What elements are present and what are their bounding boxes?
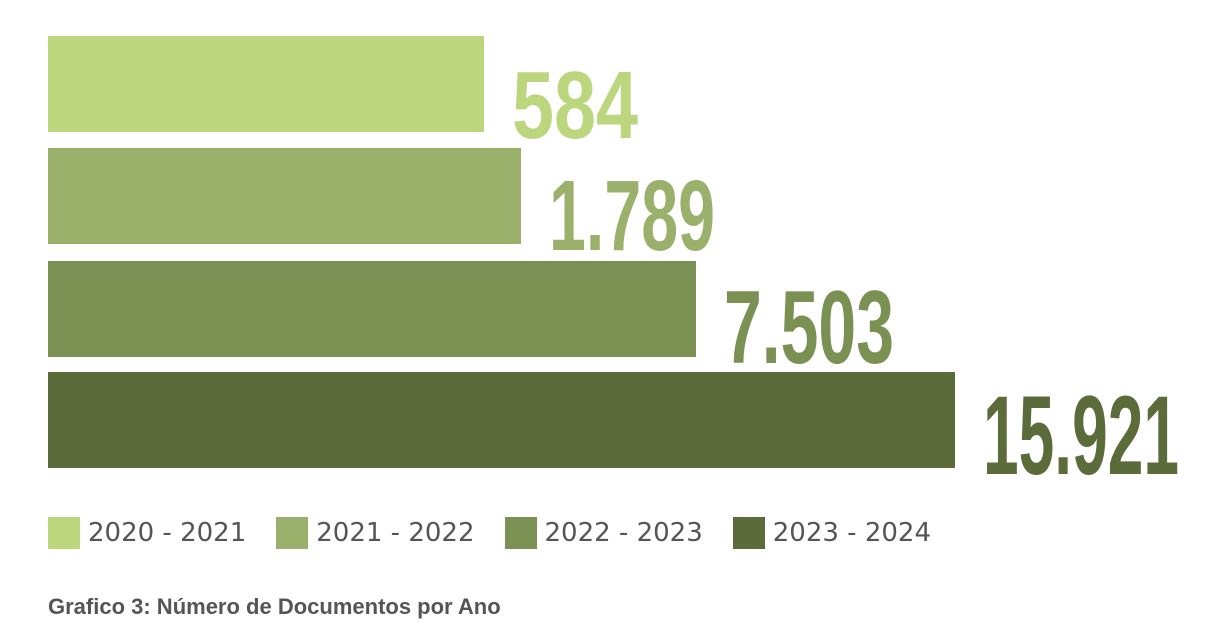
legend-item: 2021 - 2022 xyxy=(276,517,475,549)
bar-value-label: 1.789 xyxy=(549,160,715,272)
bar-2023-2024 xyxy=(48,372,955,468)
bar-2021-2022 xyxy=(48,148,521,244)
legend-label: 2021 - 2022 xyxy=(316,518,475,548)
legend-item: 2020 - 2021 xyxy=(48,517,246,549)
bar-value-label: 584 xyxy=(512,52,638,159)
legend-label: 2023 - 2024 xyxy=(772,518,931,548)
bar-value-label: 15.921 xyxy=(983,373,1179,498)
bar-2020-2021 xyxy=(48,36,484,132)
legend-swatch xyxy=(732,517,765,549)
legend-swatch xyxy=(48,517,80,549)
legend-swatch xyxy=(504,517,537,549)
legend-item: 2023 - 2024 xyxy=(732,517,931,549)
bar-2022-2023 xyxy=(48,261,696,357)
chart-legend: 2020 - 2021 2021 - 2022 2022 - 2023 2023 - … xyxy=(48,516,961,550)
legend-label: 2022 - 2023 xyxy=(544,518,703,548)
legend-item: 2022 - 2023 xyxy=(504,517,703,549)
chart-caption: Grafico 3: Número de Documentos por Ano xyxy=(48,594,501,619)
bar-value-label: 7.503 xyxy=(724,270,894,386)
legend-label: 2020 - 2021 xyxy=(88,518,247,548)
legend-swatch xyxy=(276,517,309,549)
